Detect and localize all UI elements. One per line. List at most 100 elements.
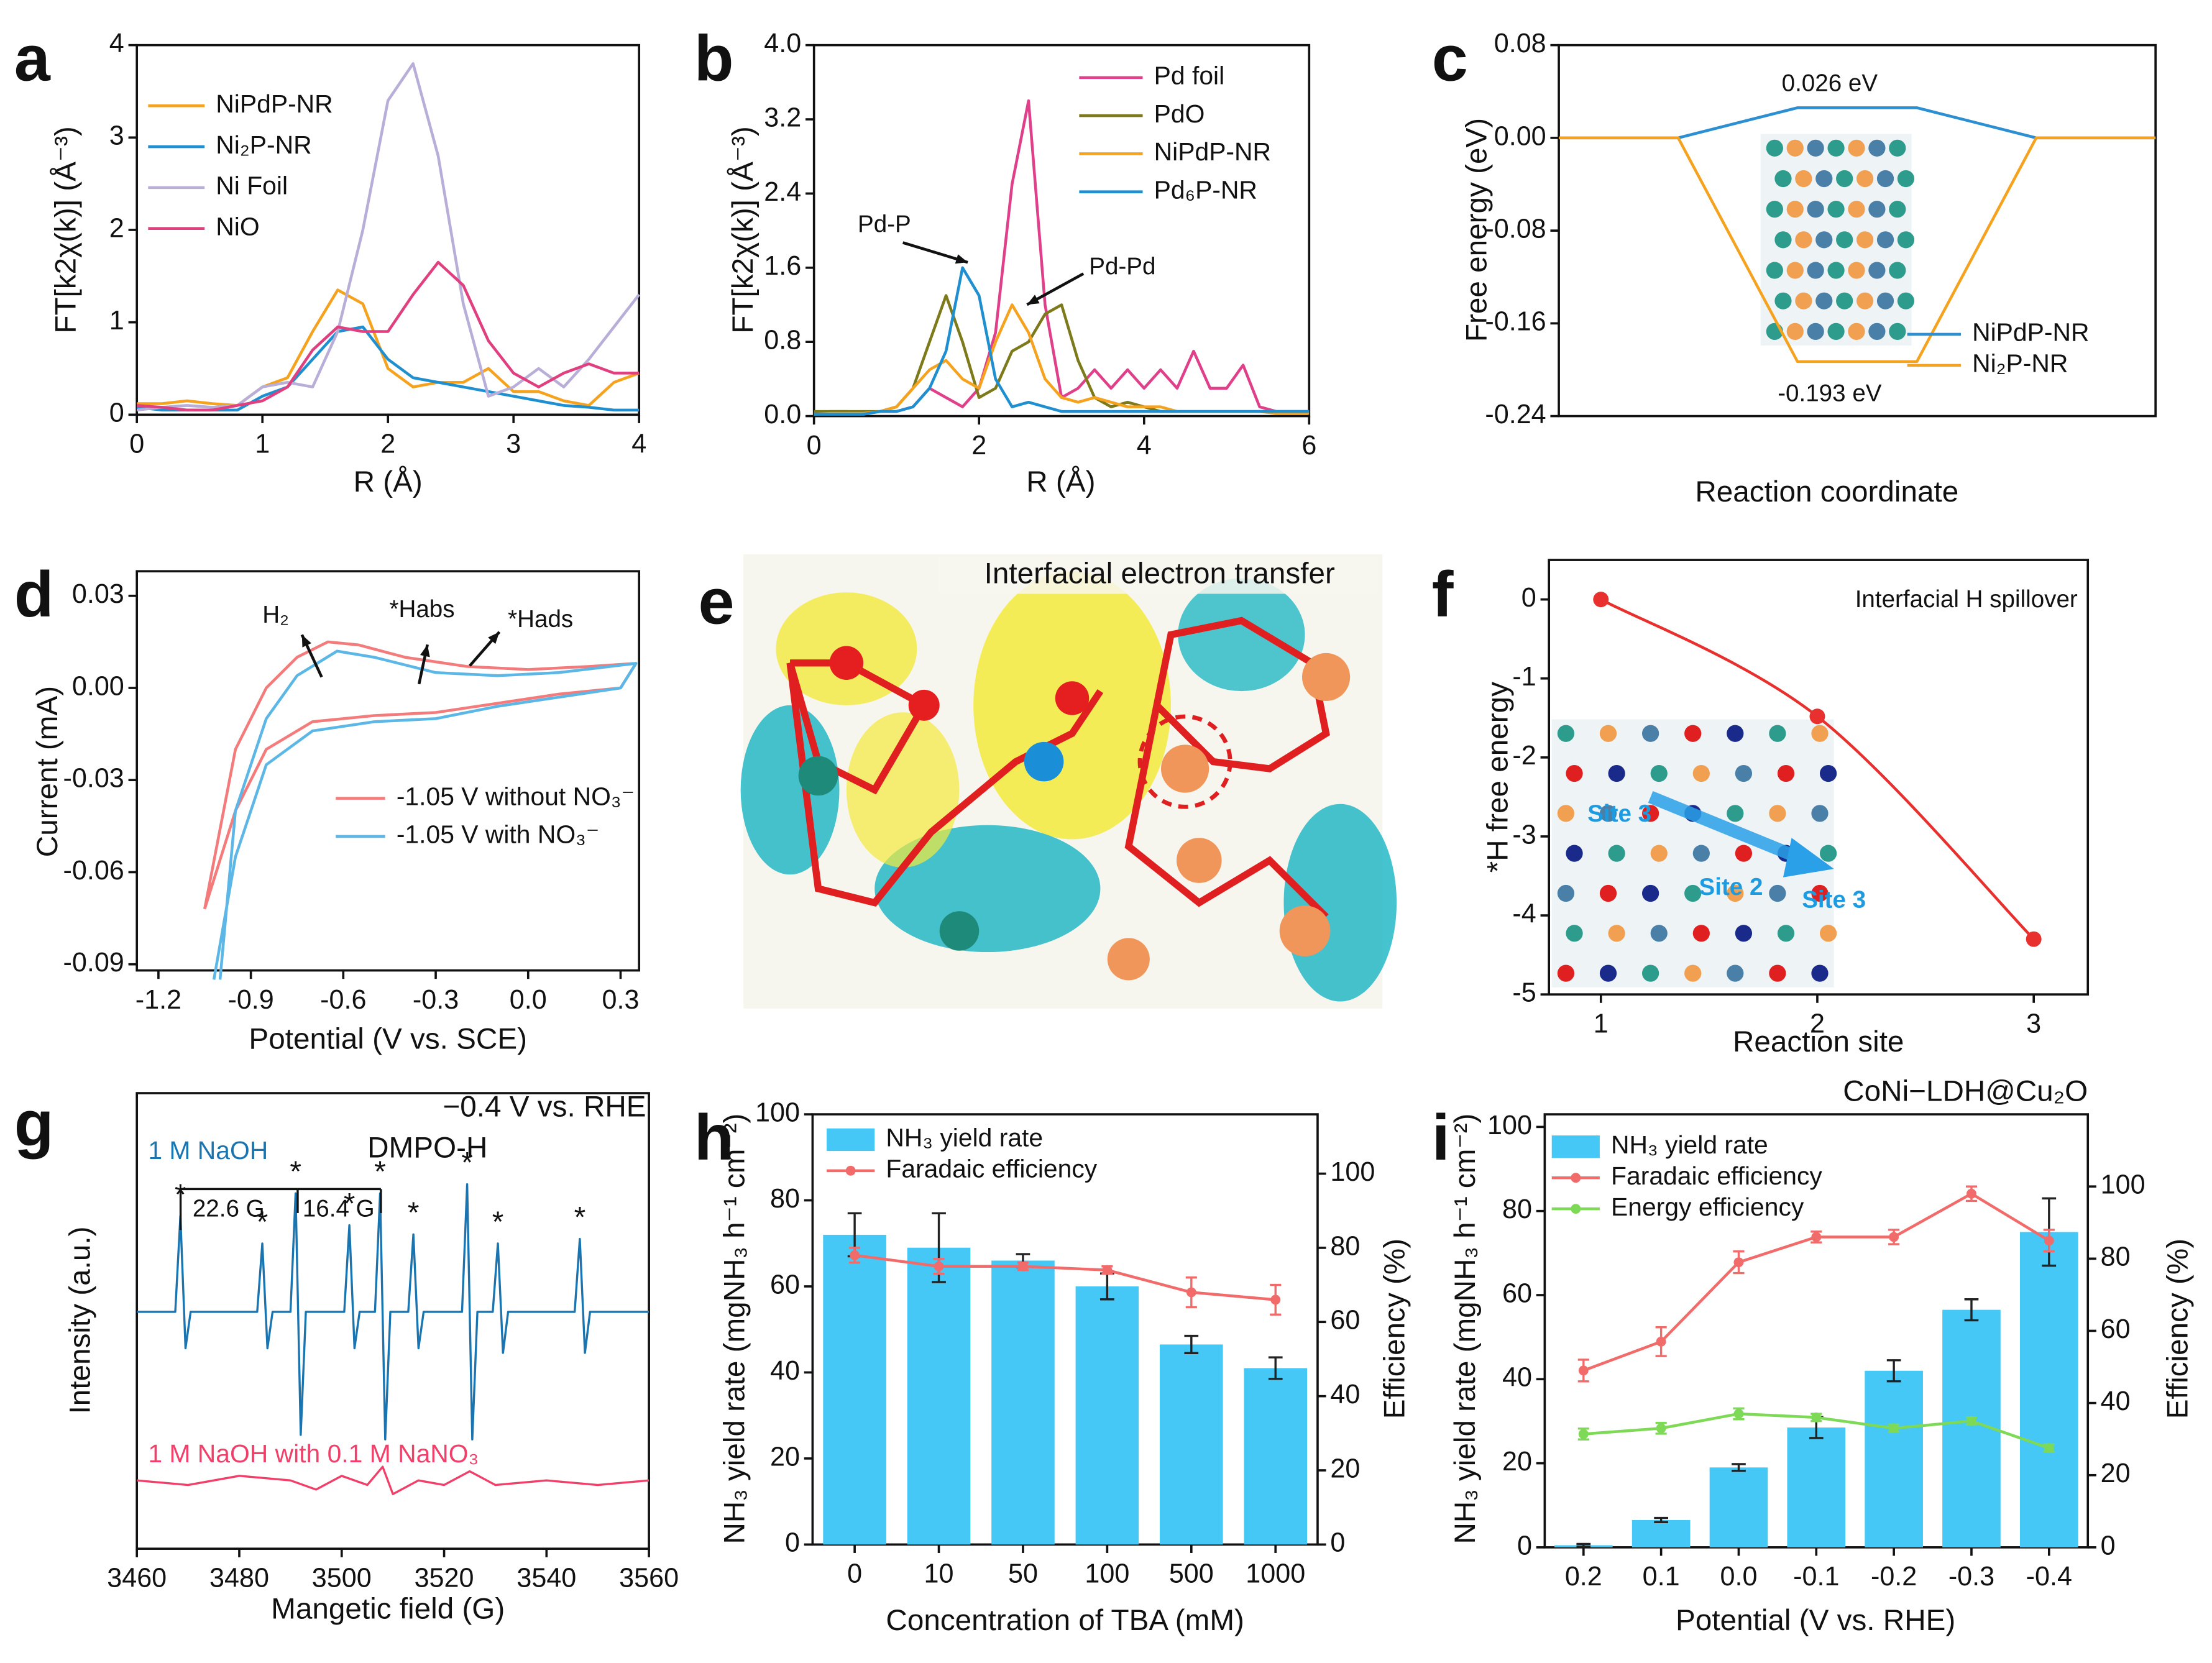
x-tick-label: 3500: [312, 1563, 372, 1593]
y-tick-label: 1.6: [764, 251, 801, 281]
bar: [991, 1260, 1055, 1545]
panel-label: a: [14, 22, 51, 95]
inset-atom: [1868, 139, 1886, 157]
annotation: Pd-P: [858, 211, 911, 237]
legend-label: -1.05 V with NO₃⁻: [397, 820, 599, 849]
inset-atom: [1786, 323, 1804, 341]
legend-label: Faradaic efficiency: [886, 1155, 1097, 1183]
x-tick-label: -0.9: [227, 985, 273, 1015]
inset-atom: [1868, 201, 1886, 218]
series-label: 1 M NaOH: [148, 1136, 268, 1165]
inset-atom: [1766, 262, 1783, 279]
x-axis-label: Reaction coordinate: [1695, 475, 1958, 508]
inset-atom: [1856, 170, 1874, 188]
data-point: [1018, 1261, 1028, 1271]
x-tick-label: 0.2: [1565, 1562, 1602, 1592]
y-tick-label: -5: [1512, 978, 1536, 1008]
line-series: [854, 1253, 1276, 1301]
y2-tick-label: 20: [1330, 1454, 1360, 1483]
x-tick-label: -1.2: [135, 985, 181, 1015]
inset-atom: [1641, 884, 1659, 902]
inset-atom: [1876, 292, 1894, 309]
x-tick-label: 0.3: [602, 985, 640, 1015]
inset-atom: [1876, 170, 1894, 188]
data-point: [1578, 1429, 1589, 1439]
x-tick-label: -0.1: [1793, 1562, 1839, 1592]
data-point: [1578, 1365, 1589, 1376]
peak-marker: *: [257, 1206, 268, 1239]
panel-label: f: [1432, 558, 1454, 631]
plot-frame: [135, 570, 641, 972]
inset-atom: [1836, 292, 1853, 309]
data-point: [2026, 931, 2042, 947]
inset-atom: [1735, 925, 1753, 942]
inset-atom: [1774, 170, 1792, 188]
y-tick-label: 40: [770, 1356, 800, 1386]
legend-label: -1.05 V without NO₃⁻: [397, 782, 635, 810]
inset-arrow: [1648, 790, 1809, 866]
y-axis-label: NH₃ yield rate (mgNH₃ h⁻¹ cm⁻²): [718, 1114, 751, 1544]
y-tick-label: 2.4: [764, 177, 801, 207]
y-tick-label: 0.0: [764, 400, 801, 429]
inset-atom: [1897, 231, 1915, 249]
legend-label: NiPdP-NR: [1154, 137, 1271, 166]
arrow-head: [420, 644, 430, 657]
inset-atom: [1786, 139, 1804, 157]
inset-atom: [1807, 262, 1824, 279]
y2-tick-label: 20: [2101, 1459, 2131, 1488]
y-tick-label: -0.06: [63, 856, 124, 886]
inset-atom: [1727, 725, 1744, 742]
bar: [823, 1234, 886, 1545]
data-point: [1186, 1287, 1196, 1298]
annotation: *Hads: [508, 606, 573, 633]
y2-tick-label: 40: [2101, 1386, 2131, 1416]
inset-atom: [1599, 964, 1617, 982]
y-tick-label: -1: [1512, 662, 1536, 692]
inset-atom: [1774, 231, 1792, 249]
y-tick-label: -0.09: [63, 948, 124, 978]
line-series: [137, 288, 640, 407]
atom: [1279, 905, 1331, 956]
inset-atom: [1557, 725, 1575, 742]
line-series: [137, 1183, 649, 1441]
y2-tick-label: 100: [2101, 1170, 2145, 1200]
x-tick-label: 0: [847, 1559, 862, 1589]
x-axis-label: R (Å): [1026, 465, 1095, 498]
inset-atom: [1608, 845, 1625, 862]
data-point: [2044, 1443, 2054, 1454]
y-tick-label: 20: [1502, 1447, 1532, 1477]
peak-marker: *: [175, 1178, 186, 1211]
data-point: [2044, 1235, 2054, 1246]
x-tick-label: 6: [1301, 431, 1316, 460]
line-series: [814, 266, 1310, 416]
y2-axis-label: Efficiency (%): [1379, 1239, 1411, 1419]
x-tick-label: 1000: [1246, 1559, 1305, 1589]
x-tick-label: 0: [129, 429, 144, 459]
inset-atom: [1735, 764, 1753, 782]
inset-atom: [1608, 764, 1625, 782]
panel-label: b: [694, 22, 734, 95]
inset-atom: [1889, 139, 1906, 157]
peak-marker: *: [461, 1146, 473, 1179]
y2-tick-label: 60: [2101, 1314, 2131, 1344]
inset-atom: [1777, 925, 1795, 942]
y2-tick-label: 40: [1330, 1380, 1360, 1409]
y2-tick-label: 100: [1330, 1157, 1375, 1187]
inset-atom: [1876, 231, 1894, 249]
inset-atom: [1650, 845, 1668, 862]
inset-atom: [1786, 262, 1804, 279]
line-series: [136, 62, 641, 412]
x-tick-label: 1: [255, 429, 270, 459]
x-tick-label: 4: [631, 429, 646, 459]
data-point: [1811, 1412, 1822, 1422]
inset-atom: [1889, 262, 1906, 279]
x-tick-label: 0.0: [1720, 1562, 1758, 1592]
arrow-head: [1027, 295, 1040, 305]
line-series: [137, 260, 640, 412]
y-tick-label: 0.08: [1494, 29, 1546, 58]
chart-title: CoNi−LDH@Cu₂O: [1843, 1075, 2088, 1108]
peak-marker: *: [344, 1187, 356, 1220]
y-tick-label: -4: [1512, 899, 1536, 928]
inset-atom: [1848, 262, 1865, 279]
inset-atom: [1566, 925, 1583, 942]
